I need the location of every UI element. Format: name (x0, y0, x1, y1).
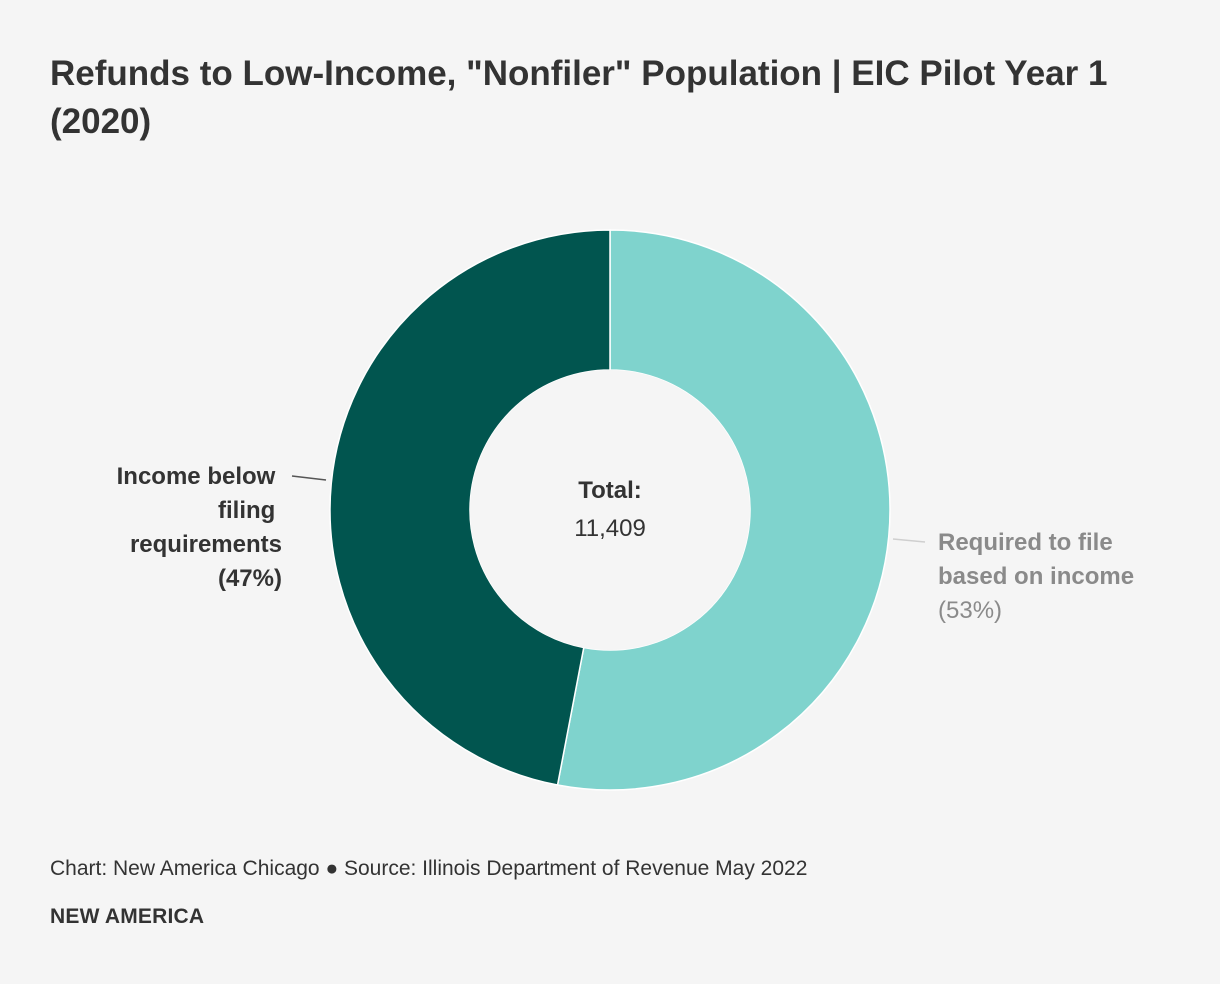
slice-label-required: Required to file based on income (938, 529, 1134, 590)
donut-slices (329, 229, 891, 791)
chart-title: Refunds to Low-Income, "Nonfiler" Popula… (50, 54, 1108, 141)
center-total-value: 11,409 (574, 515, 646, 542)
label-leader-required (892, 538, 926, 543)
slice-label-below-line-2: filing (218, 497, 275, 524)
slice-label-required-line-2: based on income (938, 563, 1134, 590)
slice-label-below-line-1: Income below (117, 463, 276, 490)
slice-label-required-line-1: Required to file (938, 529, 1113, 556)
brand-wordmark: NEW AMERICA (50, 905, 205, 928)
center-total-label: Total: (578, 477, 642, 504)
slice-label-below-line-3: requirements (130, 531, 282, 558)
slice-percent-required: (53%) (938, 597, 1002, 624)
slice-label-below: Income below filing requirements (117, 463, 282, 558)
slice-percent-below: (47%) (218, 565, 282, 592)
label-leader-below (291, 475, 327, 481)
chart-source-note: Chart: New America Chicago ● Source: Ill… (50, 857, 808, 880)
donut-hole (470, 370, 750, 650)
